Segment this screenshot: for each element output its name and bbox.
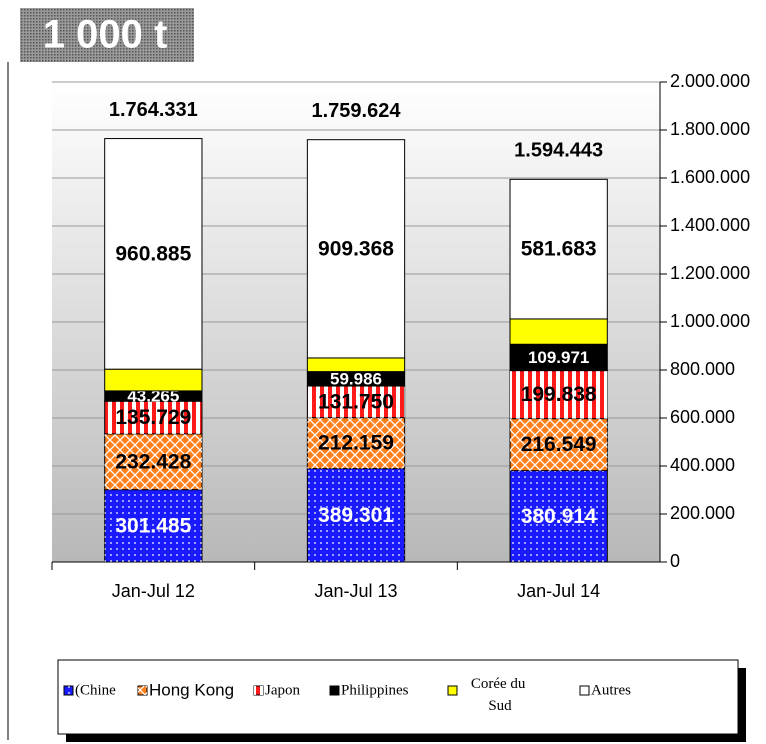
- x-tick-label: Jan-Jul 14: [517, 581, 600, 601]
- legend-label: Autres: [591, 682, 631, 698]
- data-label: 216.549: [521, 433, 597, 456]
- total-label: 1.594.443: [514, 140, 603, 162]
- bar-segment: [509, 178, 608, 320]
- bar-segment: [509, 343, 608, 372]
- legend-box: [57, 659, 739, 735]
- legend-pattern: [254, 686, 263, 695]
- legend-swatch: [329, 685, 340, 696]
- y-tick-label: 1.400.000: [670, 215, 750, 235]
- bar-segment: [104, 138, 203, 370]
- legend-swatch: [579, 685, 590, 696]
- data-label: 109.971: [528, 348, 589, 367]
- bar-segment: [306, 139, 406, 359]
- data-label: 232.428: [115, 450, 191, 473]
- y-tick-label: 1.000.000: [670, 311, 750, 331]
- legend-pattern: [64, 686, 73, 695]
- legend-label: Japon: [265, 682, 300, 698]
- y-tick-label: 2.000.000: [670, 71, 750, 91]
- data-label: 389.301: [318, 504, 394, 527]
- y-tick-label: 200.000: [670, 503, 735, 523]
- bar-segment: [306, 357, 406, 373]
- bar-segment: [509, 318, 608, 345]
- data-label: 131.750: [318, 390, 394, 413]
- total-label: 1.759.624: [312, 100, 402, 122]
- chart-title: 1 000 t: [43, 13, 168, 57]
- data-label: 380.914: [521, 505, 597, 528]
- data-label: 59.986: [330, 369, 382, 388]
- data-label: 581.683: [521, 238, 597, 261]
- bar-segment: [104, 368, 203, 392]
- legend-label: Philippines: [341, 682, 409, 698]
- x-tick-label: Jan-Jul 13: [314, 581, 397, 601]
- data-label: 212.159: [318, 432, 394, 455]
- data-label: 960.885: [115, 242, 191, 265]
- title-box: [20, 8, 194, 62]
- legend-label: Corée du Sud: [471, 676, 529, 714]
- legend-swatch: [447, 685, 458, 696]
- total-label: 1.764.331: [109, 99, 198, 121]
- data-label: 135.729: [115, 406, 191, 429]
- y-tick-label: 800.000: [670, 359, 735, 379]
- legend-pattern: [138, 686, 147, 695]
- data-label: 199.838: [521, 383, 597, 406]
- data-label: 301.485: [115, 514, 191, 537]
- y-tick-label: 0: [670, 551, 680, 571]
- y-tick-label: 1.200.000: [670, 263, 750, 283]
- y-tick-label: 400.000: [670, 455, 735, 475]
- y-tick-label: 1.600.000: [670, 167, 750, 187]
- legend-label: (Chine: [75, 682, 116, 698]
- data-label: 909.368: [318, 237, 394, 260]
- y-tick-label: 600.000: [670, 407, 735, 427]
- x-tick-label: Jan-Jul 12: [112, 581, 195, 601]
- y-tick-label: 1.800.000: [670, 119, 750, 139]
- legend-label: Hong Kong: [149, 680, 234, 699]
